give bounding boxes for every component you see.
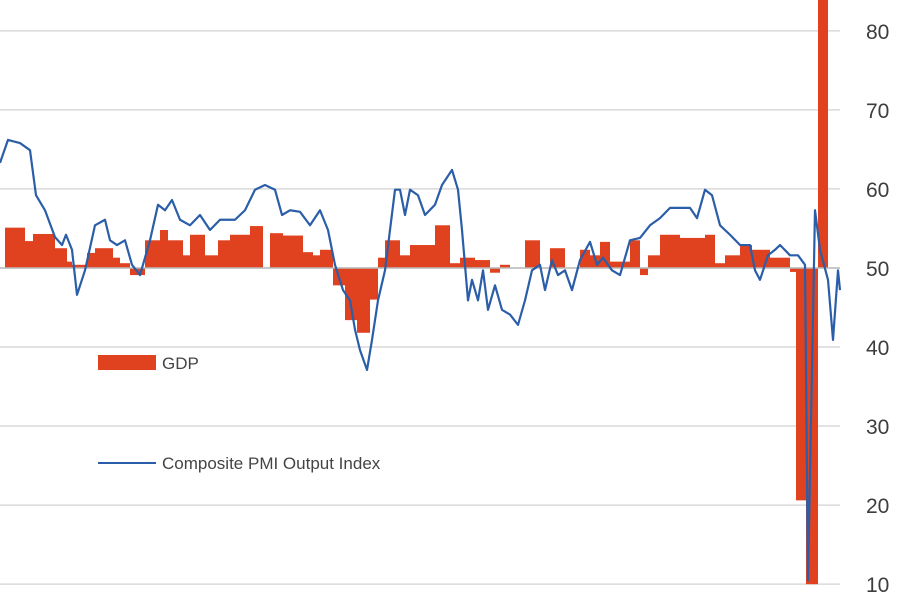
y-tick-label: 40 — [866, 337, 889, 360]
gdp-bar — [740, 245, 752, 268]
gdp-bar — [303, 252, 313, 268]
gdp-bar — [95, 248, 113, 268]
y-tick-label: 80 — [866, 21, 889, 44]
legend: GDP Composite PMI Output Index — [98, 354, 381, 473]
gdp-bar — [160, 230, 168, 268]
y-axis-tick-labels: 10 20 30 40 50 60 70 80 — [866, 21, 889, 596]
legend-gdp-label: GDP — [162, 354, 199, 373]
y-tick-label: 60 — [866, 179, 889, 202]
gdp-bar — [770, 257, 790, 268]
gdp-bar — [5, 227, 25, 268]
gdp-bar — [648, 255, 660, 268]
gdp-bar — [183, 255, 190, 268]
gdp-bar — [435, 225, 450, 268]
y-tick-label: 50 — [866, 258, 889, 281]
legend-pmi-label: Composite PMI Output Index — [162, 454, 381, 473]
gdp-bar — [790, 267, 796, 272]
gdp-bar — [410, 245, 435, 268]
gdp-bar — [270, 233, 283, 268]
legend-gdp-swatch — [98, 355, 156, 370]
gdp-bar — [190, 234, 205, 268]
gdp-bar — [55, 248, 67, 268]
gdp-bar — [250, 226, 263, 268]
gdp-bar — [705, 234, 715, 268]
gdp-bar — [168, 240, 183, 268]
gdp-bar — [630, 240, 640, 268]
legend-item-pmi: Composite PMI Output Index — [98, 454, 381, 473]
gdp-bar — [796, 267, 806, 501]
gdp-bar — [87, 252, 95, 268]
gdp-bar — [205, 255, 218, 268]
gdp-bar — [600, 241, 610, 268]
gdp-bar — [550, 248, 565, 268]
legend-item-gdp: GDP — [98, 354, 199, 373]
gdp-bar — [490, 267, 500, 273]
gdp-bar — [580, 249, 590, 268]
gdp-bar — [378, 257, 385, 268]
gdp-bar — [33, 233, 55, 268]
gdp-bar — [725, 255, 740, 268]
gdp-bar — [525, 240, 540, 268]
y-tick-label: 10 — [866, 574, 889, 596]
gdp-bar — [67, 261, 72, 268]
gdp-bars — [5, 0, 828, 585]
gdp-bar — [218, 240, 230, 268]
gdp-bar — [145, 240, 160, 268]
gdp-bar — [818, 0, 828, 268]
gdp-bar — [450, 263, 460, 268]
gdp-bar — [715, 263, 725, 268]
gdp-bar — [113, 257, 120, 268]
gdp-bar — [500, 264, 510, 268]
gdp-bar — [120, 263, 130, 268]
gdp-bar — [680, 237, 705, 268]
gdp-bar — [400, 255, 410, 268]
gdp-bar — [660, 234, 680, 268]
gdp-bar — [475, 260, 490, 268]
gdp-bar — [357, 267, 370, 333]
gdp-bar — [610, 261, 630, 268]
gdp-bar — [313, 255, 320, 268]
gdp-bar — [345, 267, 357, 321]
gdp-bar — [283, 235, 303, 268]
y-tick-label: 70 — [866, 100, 889, 123]
gridlines — [0, 30, 840, 585]
gdp-bar — [320, 249, 333, 268]
gdp-bar — [640, 267, 648, 276]
y-tick-label: 30 — [866, 416, 889, 439]
gdp-bar — [25, 241, 33, 268]
gdp-bar — [72, 264, 87, 268]
gdp-bar — [460, 257, 475, 268]
pmi-line — [0, 138, 842, 582]
gdp-bar — [370, 267, 378, 300]
y-tick-label: 20 — [866, 495, 889, 518]
gdp-bar — [230, 234, 250, 268]
